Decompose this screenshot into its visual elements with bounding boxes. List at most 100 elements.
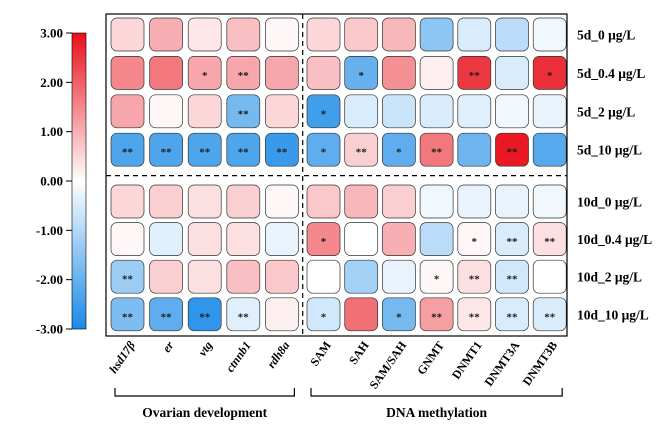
heatmap-cell xyxy=(306,132,341,167)
heatmap-cell xyxy=(306,17,341,52)
heatmap-cell xyxy=(382,222,416,256)
heatmap-cell xyxy=(495,222,529,256)
heatmap-cell xyxy=(382,94,416,129)
significance-mark: ** xyxy=(507,274,519,286)
heatmap-cell xyxy=(110,94,145,129)
heatmap-cell xyxy=(495,259,529,294)
group-label: Ovarian development xyxy=(142,405,267,420)
heatmap-cell xyxy=(110,132,145,167)
colorbar-tick-label: -2.00 xyxy=(36,272,63,287)
heatmap-cell xyxy=(306,94,341,129)
heatmap-cell xyxy=(265,222,299,256)
significance-mark: ** xyxy=(356,147,368,159)
heatmap-cell xyxy=(110,297,145,332)
heatmap-cell xyxy=(149,94,183,129)
heatmap-cell xyxy=(495,184,529,219)
row-label: 5d_10 μg/L xyxy=(577,143,642,158)
significance-mark: ** xyxy=(469,311,481,323)
row-labels: 5d_0 μg/L 5d_0.4 μg/L 5d_2 μg/L 5d_10 μg/L 1… xyxy=(577,28,652,323)
column-label: ctnnb1 xyxy=(223,339,254,375)
heatmap-cell xyxy=(532,297,567,332)
column-label: er xyxy=(159,338,176,354)
significance-mark: * xyxy=(396,147,402,159)
row-label: 5d_0 μg/L xyxy=(577,28,635,43)
heatmap-cell xyxy=(344,222,379,256)
heatmap-cell xyxy=(187,17,222,52)
heatmap-cell xyxy=(306,184,341,219)
significance-mark: * xyxy=(321,108,327,120)
significance-mark: * xyxy=(358,70,364,82)
heatmap-cell xyxy=(226,94,261,129)
significance-mark: ** xyxy=(238,70,250,82)
heatmap-cell xyxy=(226,17,261,52)
heatmap-cell xyxy=(149,259,183,294)
heatmap-cell xyxy=(382,56,416,90)
heatmap-cell xyxy=(187,259,222,294)
heatmap-cell xyxy=(532,132,567,167)
heatmap-cell xyxy=(265,259,299,294)
heatmap-cell xyxy=(187,297,222,332)
heatmap-cell xyxy=(419,297,454,332)
heatmap-cell xyxy=(382,259,416,294)
column-label: hsd17β xyxy=(106,338,138,376)
heatmap-cell xyxy=(457,17,492,52)
heatmap-cell xyxy=(265,184,299,219)
heatmap-cell xyxy=(382,132,416,167)
row-label: 10d_0.4 μg/L xyxy=(577,232,652,247)
column-label: DNMT3A xyxy=(482,338,523,388)
heatmap-cell xyxy=(344,17,379,52)
significance-mark: ** xyxy=(238,311,250,323)
significance-mark: ** xyxy=(469,274,481,286)
heatmap-cell xyxy=(344,132,379,167)
row-label: 10d_10 μg/L xyxy=(577,307,649,322)
heatmap-cell xyxy=(149,184,183,219)
group-label: DNA methylation xyxy=(386,405,487,420)
heatmap-cell xyxy=(495,94,529,129)
heatmap-cell xyxy=(110,222,145,256)
significance-mark: * xyxy=(547,70,553,82)
significance-mark: ** xyxy=(161,147,173,159)
colorbar-tick-label: -1.00 xyxy=(36,223,63,238)
group-brackets: Ovarian development DNA methylation xyxy=(114,388,563,420)
heatmap-cell xyxy=(532,259,567,294)
heatmap-cell xyxy=(457,56,492,90)
colorbar-tick-label: 2.00 xyxy=(40,75,63,90)
heatmap-cell xyxy=(419,17,454,52)
heatmap-cell xyxy=(110,259,145,294)
heatmap-cell xyxy=(495,132,529,167)
heatmap-cells: * ** * ** *** *** ** ** ** ** * ** * ** *** * ** **** * ** *… xyxy=(110,17,567,332)
heatmap-cell xyxy=(226,259,261,294)
heatmap-frame xyxy=(105,13,568,337)
heatmap-cell xyxy=(344,184,379,219)
heatmap-cell xyxy=(110,184,145,219)
heatmap-cell xyxy=(265,94,299,129)
significance-mark: * xyxy=(396,311,402,323)
heatmap-cell xyxy=(265,297,299,332)
significance-mark: ** xyxy=(199,147,211,159)
heatmap-cell xyxy=(306,259,341,294)
significance-mark: ** xyxy=(431,311,443,323)
heatmap-cell xyxy=(457,222,492,256)
heatmap-cell xyxy=(344,94,379,129)
heatmap-cell xyxy=(187,94,222,129)
group-bracket xyxy=(114,388,295,397)
heatmap-cell xyxy=(382,184,416,219)
heatmap-cell xyxy=(187,56,222,90)
heatmap-cell xyxy=(187,132,222,167)
significance-mark: ** xyxy=(161,311,173,323)
heatmap-cell xyxy=(382,297,416,332)
heatmap-cell xyxy=(457,184,492,219)
heatmap-cell xyxy=(419,184,454,219)
significance-mark: ** xyxy=(507,147,519,159)
heatmap-cell xyxy=(306,297,341,332)
heatmap-cell xyxy=(187,222,222,256)
significance-mark: ** xyxy=(544,311,556,323)
heatmap-cell xyxy=(306,56,341,90)
row-label: 10d_0 μg/L xyxy=(577,195,642,210)
heatmap-cell xyxy=(532,17,567,52)
heatmap-cell xyxy=(419,222,454,256)
significance-mark: ** xyxy=(431,147,443,159)
significance-mark: ** xyxy=(276,147,288,159)
